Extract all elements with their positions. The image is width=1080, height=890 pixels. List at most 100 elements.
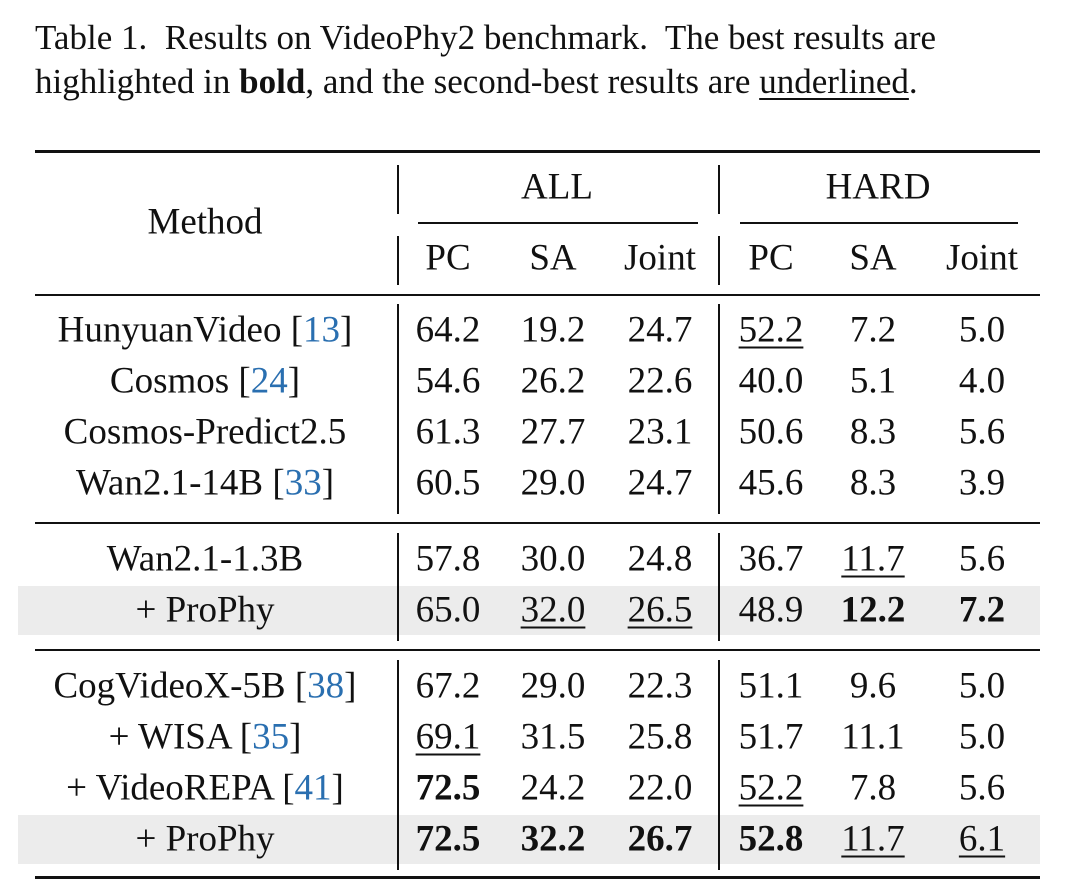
value-cell: 5.6 — [958, 767, 1006, 809]
vertical-rule — [718, 304, 720, 514]
value-cell: 36.7 — [738, 538, 804, 580]
value-cell: 48.9 — [738, 589, 804, 631]
vertical-rule — [718, 165, 720, 214]
value-cell: 11.7 — [841, 538, 905, 580]
value-cell: 29.0 — [520, 665, 586, 707]
caption-text: , and the second-best results are — [305, 62, 760, 101]
caption-text: underlined — [759, 62, 909, 101]
value-cell: 24.7 — [627, 309, 693, 351]
value-cell: 5.0 — [958, 665, 1006, 707]
method-name: + VideoREPA [41] — [66, 770, 344, 807]
method-header: Method — [147, 201, 263, 243]
citation: 41 — [294, 767, 332, 809]
method-name: Cosmos-Predict2.5 — [64, 414, 347, 451]
citation: ] — [289, 716, 302, 758]
value-cell: 54.6 — [415, 360, 481, 402]
method-text: Cosmos-Predict2.5 — [63, 411, 347, 453]
value-cell: 23.1 — [627, 411, 693, 453]
vertical-rule — [397, 236, 399, 285]
method-text: CogVideoX-5B — [53, 665, 295, 707]
method-name: CogVideoX-5B [38] — [53, 668, 356, 705]
rule — [418, 222, 698, 224]
value-cell: 5.1 — [849, 360, 897, 402]
value-cell: 11.7 — [841, 818, 905, 860]
value-cell: 26.7 — [627, 818, 693, 860]
value-cell: 27.7 — [520, 411, 586, 453]
value-cell: 24.8 — [627, 538, 693, 580]
rule — [35, 649, 1040, 651]
value-cell: 52.2 — [738, 767, 804, 809]
value-cell: 22.0 — [627, 767, 693, 809]
column-header: Joint — [946, 237, 1018, 279]
citation: ] — [287, 360, 301, 402]
method-name: Cosmos [24] — [110, 363, 300, 400]
method-text: + WISA — [108, 716, 240, 758]
vertical-rule — [718, 660, 720, 870]
value-cell: 22.6 — [627, 360, 693, 402]
value-cell: 5.0 — [958, 309, 1006, 351]
method-name: HunyuanVideo [13] — [58, 312, 353, 349]
caption-line: Table 1. Results on VideoPhy2 benchmark.… — [35, 20, 936, 55]
method-name: Wan2.1-14B [33] — [76, 465, 334, 502]
value-cell: 60.5 — [415, 462, 481, 504]
method-text: Cosmos — [109, 360, 239, 402]
rule — [35, 876, 1040, 879]
value-cell: 9.6 — [849, 665, 897, 707]
column-header: PC — [748, 237, 794, 279]
value-cell: 57.8 — [415, 538, 481, 580]
caption-line: highlighted in bold, and the second-best… — [35, 64, 918, 99]
value-cell: 26.5 — [627, 589, 693, 631]
citation: 33 — [284, 462, 322, 504]
method-text: + VideoREPA — [66, 767, 283, 809]
value-cell: 72.5 — [415, 767, 481, 809]
citation: [ — [239, 716, 253, 758]
vertical-rule — [397, 660, 399, 870]
value-cell: 51.7 — [738, 716, 804, 758]
value-cell: 8.3 — [849, 411, 897, 453]
citation: 24 — [250, 360, 288, 402]
method-text: Wan2.1-14B — [75, 462, 273, 504]
citation: [ — [282, 767, 295, 809]
value-cell: 69.1 — [415, 716, 481, 758]
citation: 38 — [307, 665, 345, 707]
value-cell: 26.2 — [520, 360, 586, 402]
column-header: PC — [425, 237, 471, 279]
group-header: ALL — [521, 166, 593, 208]
column-header: SA — [529, 237, 577, 279]
value-cell: 29.0 — [520, 462, 586, 504]
rule — [35, 150, 1040, 153]
value-cell: 24.2 — [520, 767, 586, 809]
value-cell: 64.2 — [415, 309, 481, 351]
method-text: + ProPhy — [135, 589, 275, 631]
citation: ] — [344, 665, 357, 707]
rule — [35, 522, 1040, 524]
caption-text: highlighted in — [35, 62, 240, 101]
value-cell: 25.8 — [627, 716, 693, 758]
vertical-rule — [397, 165, 399, 214]
value-cell: 51.1 — [738, 665, 804, 707]
value-cell: 5.0 — [958, 716, 1006, 758]
citation: ] — [340, 309, 353, 351]
value-cell: 7.2 — [849, 309, 897, 351]
citation: [ — [290, 309, 304, 351]
value-cell: 12.2 — [840, 589, 906, 631]
value-cell: 5.6 — [958, 411, 1006, 453]
method-text: HunyuanVideo — [57, 309, 291, 351]
vertical-rule — [397, 533, 399, 641]
value-cell: 11.1 — [841, 716, 905, 758]
vertical-rule — [718, 533, 720, 641]
column-header: SA — [849, 237, 897, 279]
value-cell: 4.0 — [958, 360, 1006, 402]
value-cell: 7.8 — [849, 767, 897, 809]
rule — [35, 294, 1040, 296]
method-name: + ProPhy — [135, 592, 274, 629]
value-cell: 6.1 — [958, 818, 1006, 860]
value-cell: 30.0 — [520, 538, 586, 580]
value-cell: 61.3 — [415, 411, 481, 453]
row-highlight — [18, 815, 1040, 864]
vertical-rule — [718, 236, 720, 285]
value-cell: 3.9 — [958, 462, 1006, 504]
value-cell: 19.2 — [520, 309, 586, 351]
value-cell: 45.6 — [738, 462, 804, 504]
value-cell: 32.2 — [520, 818, 586, 860]
